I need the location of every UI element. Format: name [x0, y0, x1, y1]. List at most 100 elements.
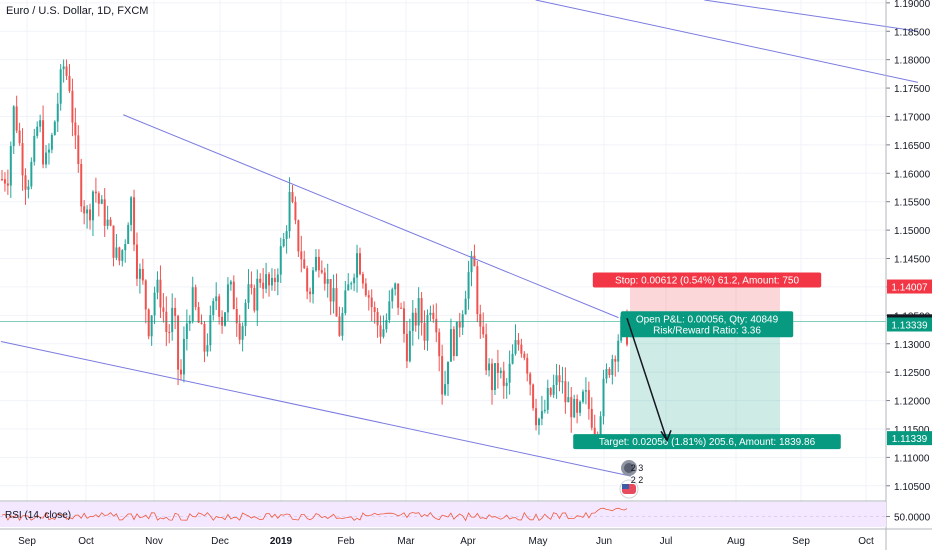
candle [414, 307, 417, 332]
target-label-bg[interactable] [573, 434, 841, 450]
candle-body [537, 418, 540, 426]
candle-body [444, 384, 447, 395]
candle [279, 237, 282, 283]
channel-line[interactable] [123, 114, 619, 319]
candle-body [182, 338, 185, 375]
candle-body [335, 288, 338, 317]
candle-body [376, 311, 379, 326]
us-flag-canton [622, 484, 629, 489]
candle [423, 310, 426, 350]
candle-body [306, 268, 309, 292]
candle-body [581, 391, 584, 402]
candle-body [558, 375, 561, 383]
candle [118, 246, 121, 266]
candle-body [206, 345, 209, 352]
projection-arrow-line[interactable] [626, 317, 668, 441]
candle-body [435, 318, 438, 333]
stop-label[interactable]: Stop: 0.00612 (0.54%) 61.2, Amount: 750 [592, 272, 822, 288]
candle-body [584, 390, 587, 392]
candle [300, 235, 303, 273]
candle-body [144, 280, 147, 310]
candle [130, 195, 133, 232]
rsi-pane[interactable]: RSI (14, close) 50.0000 [0, 502, 931, 527]
candle-body [262, 282, 265, 289]
candle [179, 359, 182, 381]
y-tick-label: 1.14500 [894, 255, 931, 266]
candle-body [526, 357, 529, 374]
rsi-line[interactable] [1, 507, 628, 522]
candle [329, 278, 332, 315]
event-badge-us[interactable]: 2 2 [619, 475, 643, 499]
reward-zone[interactable] [630, 324, 780, 439]
candle-body [467, 272, 470, 299]
candle [253, 284, 256, 313]
candle [291, 184, 294, 204]
candle-body [297, 220, 300, 252]
candle-body [276, 274, 279, 283]
candle-body [100, 199, 103, 204]
channel-line[interactable] [704, 0, 919, 32]
price-label-bg [887, 317, 932, 332]
candle [508, 350, 511, 395]
x-tick-label: Oct [78, 536, 94, 547]
channel-lines[interactable] [0, 0, 919, 477]
candle-body [353, 277, 356, 284]
candle [561, 366, 564, 394]
candle [100, 195, 103, 205]
candle-body [447, 361, 450, 385]
projection-arrow-head[interactable] [660, 430, 672, 442]
candle-body [441, 356, 444, 395]
candle [47, 143, 50, 165]
pnl-label-bg[interactable] [620, 311, 794, 338]
candle [309, 287, 312, 303]
candle [94, 177, 97, 203]
rsi-band[interactable] [0, 502, 886, 527]
channel-line[interactable] [0, 340, 631, 477]
y-tick-label: 1.16500 [894, 141, 931, 152]
candle-body [165, 311, 168, 332]
candle [162, 293, 165, 323]
candle-body [56, 103, 59, 122]
candle [435, 303, 438, 343]
candle [71, 78, 74, 137]
target-label[interactable]: Target: 0.02056 (1.81%) 205.6, Amount: 1… [573, 434, 841, 450]
x-tick-label: Feb [337, 536, 355, 547]
candle-body [356, 253, 359, 278]
candle-body [473, 255, 476, 267]
x-tick-label: Nov [145, 536, 163, 547]
overlay: Stop: 0.00612 (0.54%) 61.2, Amount: 750 O… [573, 272, 841, 499]
candle-body [279, 246, 282, 275]
candle [388, 290, 391, 324]
candle [376, 307, 379, 338]
candle-body [414, 312, 417, 326]
channel-line[interactable] [535, 0, 919, 83]
candle [350, 281, 353, 290]
pnl-label[interactable]: Open P&L: 0.00056, Qty: 40849Risk/Reward… [620, 311, 794, 338]
candle-body [42, 120, 45, 165]
candle-body [529, 373, 532, 385]
price-label: 1.14007 [887, 279, 932, 294]
y-tick-label: 1.12500 [894, 368, 931, 379]
candle [335, 273, 338, 317]
candle [491, 358, 494, 405]
candle [485, 323, 488, 376]
candle-body [423, 322, 426, 341]
candle [218, 293, 221, 325]
candle-body [200, 322, 203, 324]
candle [347, 273, 350, 291]
price-label-text: 1.14007 [891, 283, 928, 294]
candle-body [367, 295, 370, 298]
candle [611, 354, 614, 385]
candle-body [590, 408, 593, 428]
candle [499, 367, 502, 379]
candle [312, 266, 315, 304]
candle [121, 249, 124, 267]
stop-label-bg[interactable] [592, 272, 822, 288]
event-badge-eu[interactable]: 2 3 [621, 460, 643, 476]
candle [56, 92, 59, 132]
candle-body [332, 288, 335, 302]
candle-body [493, 363, 496, 390]
